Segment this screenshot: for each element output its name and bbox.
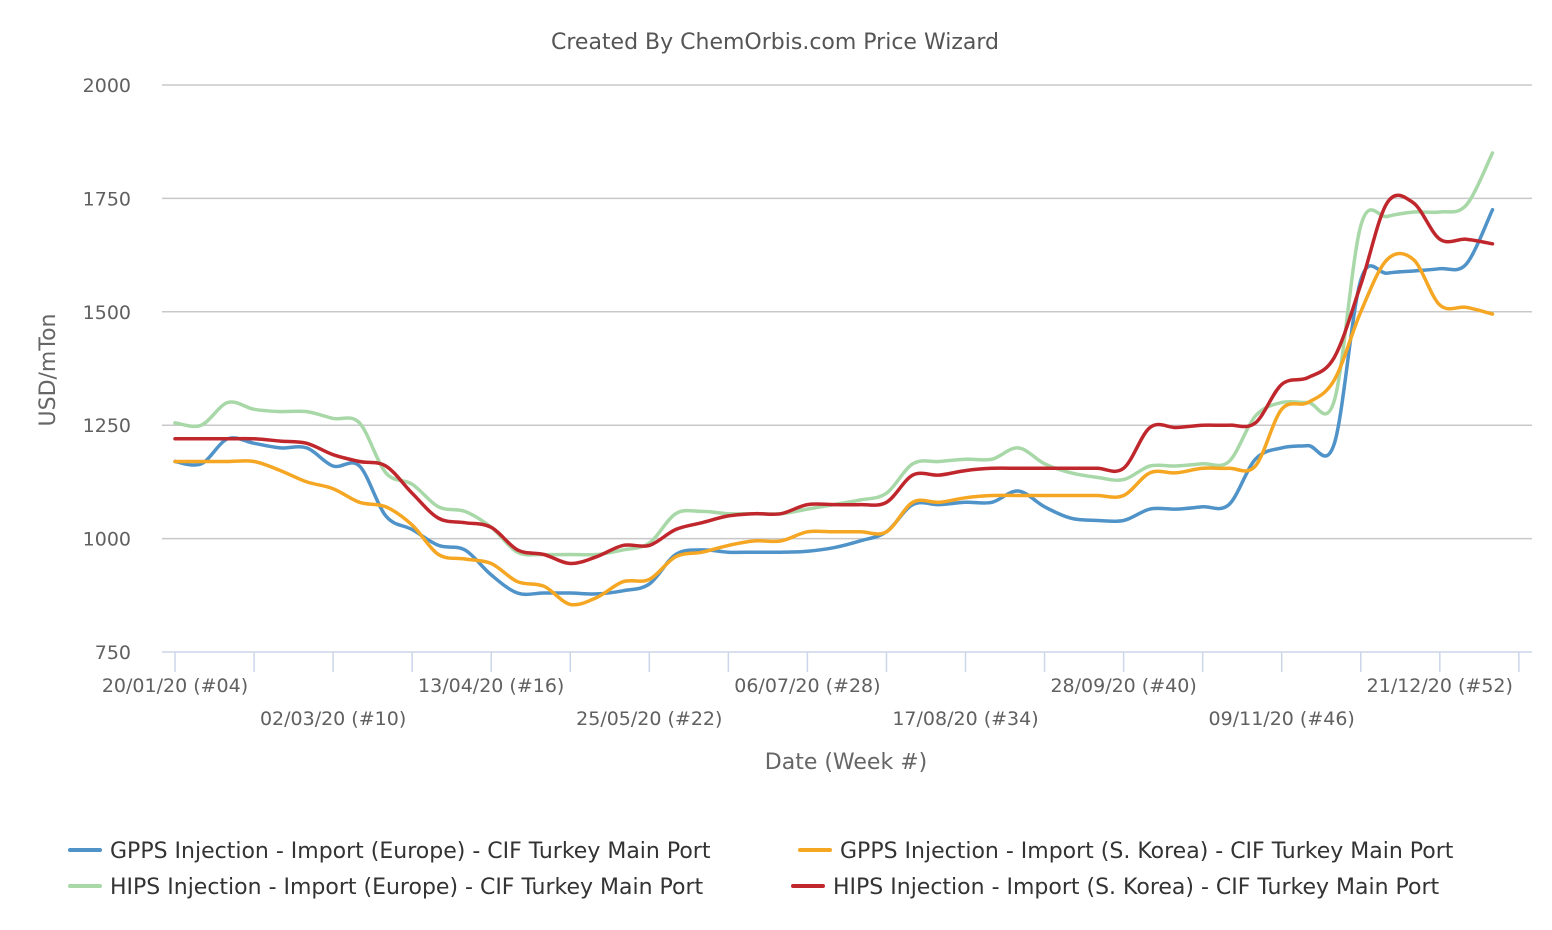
x-axis-title: Date (Week #)	[765, 750, 927, 775]
legend-item-4[interactable]: HIPS Injection - Import (S. Korea) - CIF…	[791, 875, 1440, 900]
y-axis-title: USD/mTon	[36, 314, 61, 427]
legend-label: HIPS Injection - Import (S. Korea) - CIF…	[833, 875, 1440, 900]
x-tick-label: 21/12/20 (#52)	[1367, 675, 1513, 697]
y-tick-label: 1750	[83, 188, 131, 210]
x-tick-label: 20/01/20 (#04)	[102, 675, 248, 697]
x-tick-marks	[174, 652, 1520, 672]
x-tick-label: 25/05/20 (#22)	[576, 708, 722, 730]
series-line-1	[173, 207, 1495, 597]
y-tick-label: 1500	[83, 302, 131, 324]
y-tick-label: 1000	[83, 529, 131, 551]
legend-item-1[interactable]: GPPS Injection - Import (Europe) - CIF T…	[68, 839, 711, 864]
y-gridlines	[162, 84, 1532, 540]
legend-label: HIPS Injection - Import (Europe) - CIF T…	[110, 875, 704, 900]
y-tick-label: 2000	[83, 75, 131, 97]
y-tick-label: 1250	[83, 415, 131, 437]
series-lines	[173, 151, 1495, 607]
legend-label: GPPS Injection - Import (S. Korea) - CIF…	[840, 839, 1454, 864]
chart-title: Created By ChemOrbis.com Price Wizard	[551, 30, 999, 55]
legend-item-2[interactable]: GPPS Injection - Import (S. Korea) - CIF…	[798, 839, 1454, 864]
legend[interactable]: GPPS Injection - Import (Europe) - CIF T…	[68, 839, 1454, 900]
y-tick-label: 750	[95, 642, 131, 664]
x-tick-label: 09/11/20 (#46)	[1209, 708, 1355, 730]
y-tick-labels: 750 1000 1250 1500 1750 2000	[83, 75, 131, 664]
legend-label: GPPS Injection - Import (Europe) - CIF T…	[110, 839, 711, 864]
x-tick-label: 02/03/20 (#10)	[260, 708, 406, 730]
x-tick-label: 13/04/20 (#16)	[418, 675, 564, 697]
series-line-2	[173, 251, 1495, 607]
x-tick-label: 17/08/20 (#34)	[892, 708, 1038, 730]
x-tick-label: 28/09/20 (#40)	[1050, 675, 1196, 697]
legend-item-3[interactable]: HIPS Injection - Import (Europe) - CIF T…	[68, 875, 704, 900]
x-tick-labels: 20/01/20 (#04) 13/04/20 (#16) 06/07/20 (#2…	[102, 675, 1513, 730]
series-line-4	[173, 193, 1495, 566]
series-line-3	[173, 151, 1495, 557]
x-tick-label: 06/07/20 (#28)	[734, 675, 880, 697]
